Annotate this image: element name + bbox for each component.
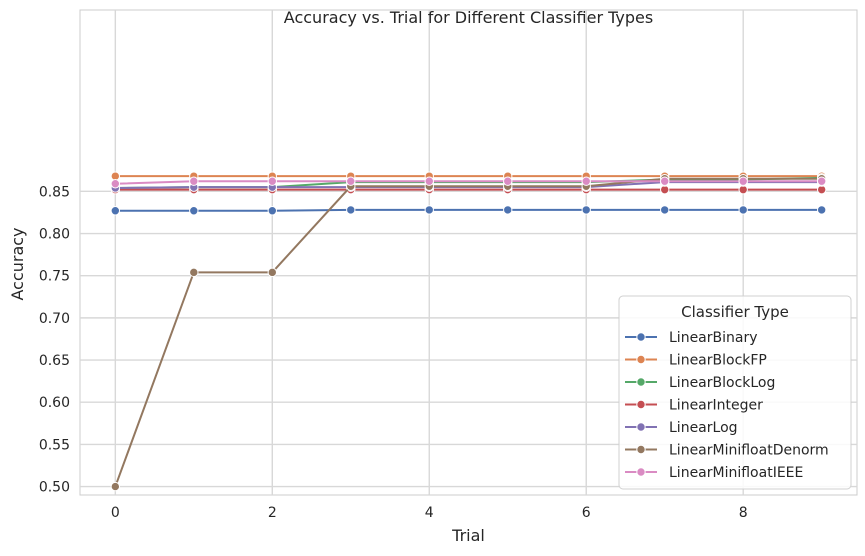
data-point bbox=[581, 176, 591, 186]
legend-box bbox=[618, 295, 852, 490]
legend-label: LinearBinary bbox=[669, 330, 758, 346]
data-point bbox=[267, 267, 277, 278]
x-tick-label: 8 bbox=[739, 505, 748, 521]
data-point bbox=[738, 205, 748, 215]
legend-swatch-marker bbox=[636, 399, 646, 410]
chart-title: Accuracy vs. Trial for Different Classif… bbox=[284, 8, 653, 27]
legend-title: Classifier Type bbox=[681, 303, 789, 321]
data-point bbox=[267, 206, 277, 216]
data-point bbox=[110, 481, 121, 492]
legend-label: LinearBlockFP bbox=[669, 353, 767, 369]
data-point bbox=[346, 205, 356, 215]
legend-swatch-marker bbox=[636, 377, 646, 387]
legend: Classifier Type LinearBinary LinearBlockF… bbox=[618, 295, 852, 490]
x-tick-label: 6 bbox=[582, 505, 591, 521]
legend-label: LinearInteger bbox=[669, 398, 763, 414]
data-point bbox=[503, 205, 513, 215]
legend-item: LinearBinary bbox=[625, 330, 758, 346]
data-point bbox=[110, 179, 121, 189]
y-tick-label: 0.65 bbox=[39, 353, 70, 369]
y-tick-label: 0.80 bbox=[39, 227, 70, 243]
series-LinearMinifloatIEEE bbox=[110, 176, 827, 189]
data-point bbox=[346, 176, 356, 186]
data-point bbox=[424, 176, 434, 186]
data-point bbox=[660, 176, 670, 186]
data-point bbox=[660, 205, 670, 215]
legend-swatch-marker bbox=[636, 354, 646, 365]
series-line bbox=[115, 208, 822, 212]
x-tick-label: 0 bbox=[111, 505, 120, 521]
legend-item: LinearMinifloatDenorm bbox=[625, 443, 829, 459]
legend-items: LinearBinary LinearBlockFP LinearBlockLog L… bbox=[625, 330, 829, 481]
data-point bbox=[189, 176, 199, 186]
series-LinearBinary bbox=[110, 205, 827, 216]
data-point bbox=[816, 176, 827, 186]
legend-item: LinearBlockFP bbox=[625, 353, 767, 369]
y-tick-label: 0.55 bbox=[39, 437, 70, 453]
series-layer bbox=[110, 171, 827, 492]
data-point bbox=[503, 176, 513, 186]
legend-item: LinearMinifloatIEEE bbox=[625, 465, 803, 481]
x-tick-label: 2 bbox=[268, 505, 277, 521]
data-point bbox=[267, 176, 277, 186]
data-point bbox=[816, 205, 827, 215]
y-tick-label: 0.75 bbox=[39, 269, 70, 285]
legend-item: LinearInteger bbox=[625, 398, 763, 414]
data-point bbox=[581, 205, 591, 215]
data-point bbox=[110, 206, 121, 216]
series-line bbox=[114, 177, 822, 487]
legend-label: LinearLog bbox=[669, 420, 738, 436]
legend-label: LinearMinifloatIEEE bbox=[669, 465, 803, 481]
legend-swatch-marker bbox=[636, 422, 646, 432]
legend-item: LinearLog bbox=[625, 420, 738, 436]
x-axis-label: Trial bbox=[451, 526, 485, 545]
data-point bbox=[189, 206, 199, 216]
data-point bbox=[738, 176, 748, 186]
legend-label: LinearMinifloatDenorm bbox=[669, 443, 829, 459]
y-tick-label: 0.85 bbox=[39, 184, 70, 200]
y-tick-label: 0.70 bbox=[39, 311, 70, 327]
series-line bbox=[115, 180, 822, 185]
y-tick-labels: 0.50 0.55 0.60 0.65 0.70 0.75 0.80 0.85 bbox=[39, 184, 70, 495]
x-tick-labels: 0 2 4 6 8 bbox=[111, 505, 748, 521]
y-tick-label: 0.60 bbox=[39, 395, 70, 411]
legend-swatch-marker bbox=[636, 444, 646, 455]
y-axis-label: Accuracy bbox=[8, 227, 27, 300]
data-point bbox=[424, 205, 434, 215]
data-point bbox=[189, 267, 199, 278]
legend-label: LinearBlockLog bbox=[669, 375, 775, 391]
legend-item: LinearBlockLog bbox=[625, 375, 775, 391]
y-tick-label: 0.50 bbox=[39, 480, 70, 496]
x-tick-label: 4 bbox=[425, 505, 434, 521]
legend-swatch-marker bbox=[636, 332, 646, 342]
legend-swatch-marker bbox=[636, 467, 646, 477]
